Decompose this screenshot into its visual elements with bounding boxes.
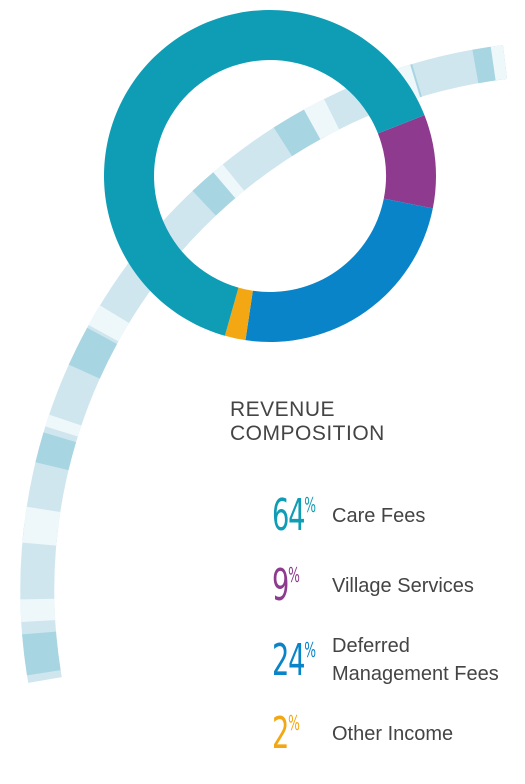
legend-label: Care Fees [332, 502, 522, 530]
legend-label: Deferred Management Fees [332, 632, 522, 688]
value-unit: % [288, 711, 299, 735]
donut [104, 10, 436, 342]
value-number: 2 [272, 708, 288, 759]
legend-label: Village Services [332, 572, 522, 600]
value-unit: % [304, 493, 315, 517]
value-unit: % [288, 563, 299, 587]
value-number: 64 [272, 490, 304, 541]
value-number: 9 [272, 560, 288, 611]
chart-title: REVENUE COMPOSITION [230, 398, 430, 446]
percent-value: 24% [272, 635, 291, 686]
infographic: REVENUE COMPOSITION 64% Care Fees 9% Villag… [0, 0, 525, 784]
percent-value: 2% [272, 708, 291, 759]
legend-item: 2% Other Income [272, 708, 522, 759]
legend-item: 64% Care Fees [272, 490, 522, 541]
value-unit: % [304, 638, 315, 662]
percent-value: 64% [272, 490, 291, 541]
value-number: 24 [272, 635, 304, 686]
legend-label: Other Income [332, 720, 522, 748]
legend-item: 9% Village Services [272, 560, 522, 611]
legend-item: 24% Deferred Management Fees [272, 632, 522, 688]
percent-value: 9% [272, 560, 291, 611]
donut-segment [245, 199, 432, 342]
